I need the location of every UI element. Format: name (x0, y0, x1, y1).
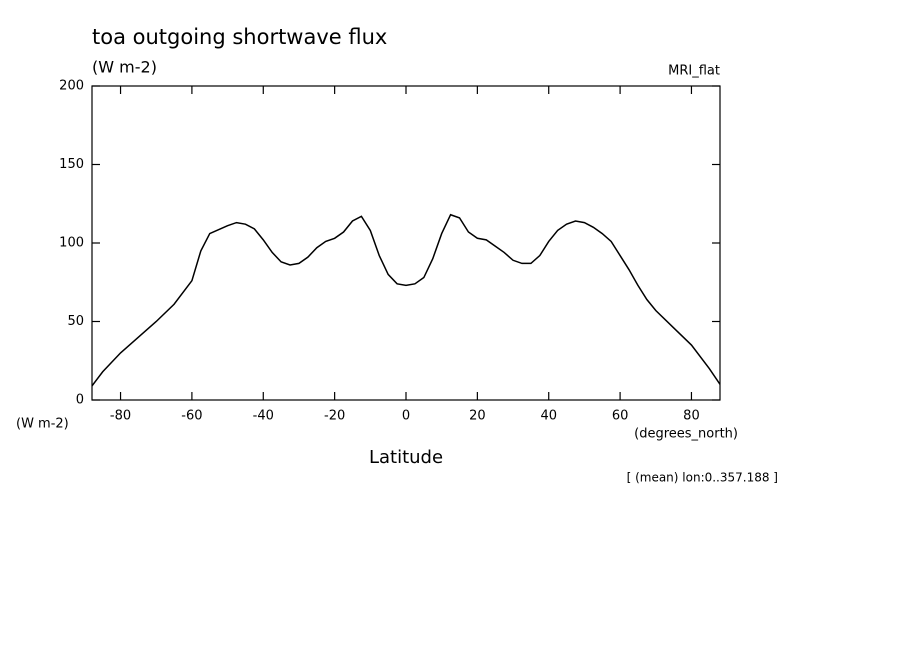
x-axis-label: Latitude (369, 447, 443, 468)
y-tick-label: 200 (59, 79, 84, 94)
plot-frame (91, 85, 721, 401)
chart-title: toa outgoing shortwave flux (92, 25, 387, 49)
x-tick-label: -60 (181, 409, 202, 424)
dataset-label: MRI_flat (668, 64, 720, 79)
x-tick-label: -80 (110, 409, 131, 424)
x-tick-label: -20 (324, 409, 345, 424)
x-tick-label: -40 (253, 409, 274, 424)
y-tick-label: 100 (59, 236, 84, 251)
y-tick-label: 150 (59, 157, 84, 172)
x-tick-label: 20 (469, 409, 486, 424)
data-line (91, 213, 721, 387)
x-axis-units: (degrees_north) (634, 427, 738, 442)
x-tick-label: 0 (402, 409, 410, 424)
annotation: [ (mean) lon:0..357.188 ] (627, 471, 778, 485)
x-tick-label: 60 (612, 409, 629, 424)
units-label: (W m-2) (92, 58, 157, 77)
y-tick-label: 50 (67, 314, 84, 329)
y-tick-label: 0 (76, 393, 84, 408)
x-tick-label: 80 (683, 409, 700, 424)
x-tick-label: 40 (540, 409, 557, 424)
y-axis-units: (W m-2) (16, 417, 69, 432)
